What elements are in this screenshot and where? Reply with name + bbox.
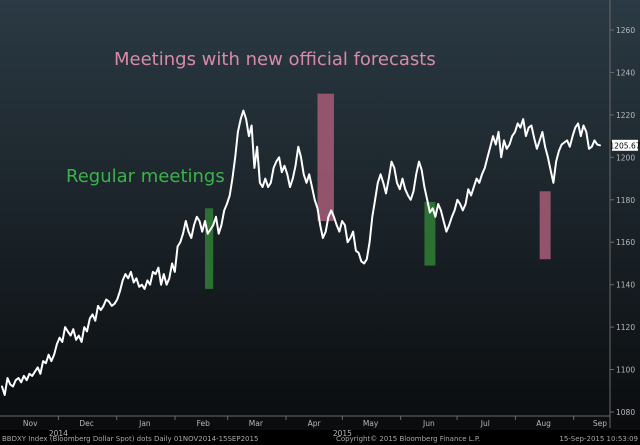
regular-meeting-band-2 xyxy=(424,201,436,266)
forecast-meeting-band-1 xyxy=(317,93,334,221)
last-value-label-bg xyxy=(612,139,638,151)
price-series-line xyxy=(1,109,601,396)
y-tick-label: 1120 xyxy=(616,323,635,332)
annotation-forecast-meetings: Meetings with new official forecasts xyxy=(114,49,436,70)
x-year-label-2015: 2015 xyxy=(333,429,352,438)
x-tick-label-aug: Aug xyxy=(536,419,551,428)
x-tick-label-mar: Mar xyxy=(249,419,264,428)
y-tick-label: 1160 xyxy=(616,238,635,247)
regular-meeting-band-0 xyxy=(204,208,214,289)
x-tick-label-dec: Dec xyxy=(79,419,94,428)
y-tick-label: 1180 xyxy=(616,196,635,205)
x-tick-label-may: May xyxy=(363,419,379,428)
y-tick-label: 1080 xyxy=(616,408,635,417)
y-tick-label: 1100 xyxy=(616,366,635,375)
footer-right-text: 15-Sep-2015 10:53:09 xyxy=(559,435,638,443)
x-axis: Nov Dec Jan Feb Mar Apr May Jun Jul Aug Sep 2014 201… xyxy=(23,416,607,438)
x-tick-label-jul: Jul xyxy=(480,419,490,428)
y-tick-label: 1220 xyxy=(616,111,635,120)
forecast-meeting-band-3 xyxy=(539,191,551,260)
x-tick-label-nov: Nov xyxy=(23,419,38,428)
x-tick-label-jan: Jan xyxy=(138,419,151,428)
y-tick-label: 1240 xyxy=(616,68,635,77)
y-tick-label: 1140 xyxy=(616,281,635,290)
last-value-label-text: 1205.67 xyxy=(609,141,640,150)
y-axis: 1080 1100 1120 1140 1160 1180 1200 1220 1240 1260 xyxy=(610,26,635,417)
x-tick-label-sep: Sep xyxy=(593,419,607,428)
x-tick-label-apr: Apr xyxy=(308,419,322,428)
footer-background xyxy=(0,430,640,445)
y-tick-label: 1260 xyxy=(616,26,635,35)
x-year-label-2014: 2014 xyxy=(49,429,68,438)
last-value-label: 1205.67 xyxy=(609,139,640,151)
x-tick-label-feb: Feb xyxy=(197,419,211,428)
annotation-regular-meetings: Regular meetings xyxy=(66,166,225,187)
footer-left-text: BBDXY Index (Bloomberg Dollar Spot) dots… xyxy=(2,435,258,443)
x-tick-label-jun: Jun xyxy=(422,419,435,428)
meeting-bands xyxy=(204,93,551,289)
y-tick-label: 1200 xyxy=(616,153,635,162)
price-line-layer xyxy=(1,109,601,396)
footer-center-text: Copyright© 2015 Bloomberg Finance L.P. xyxy=(336,435,480,443)
